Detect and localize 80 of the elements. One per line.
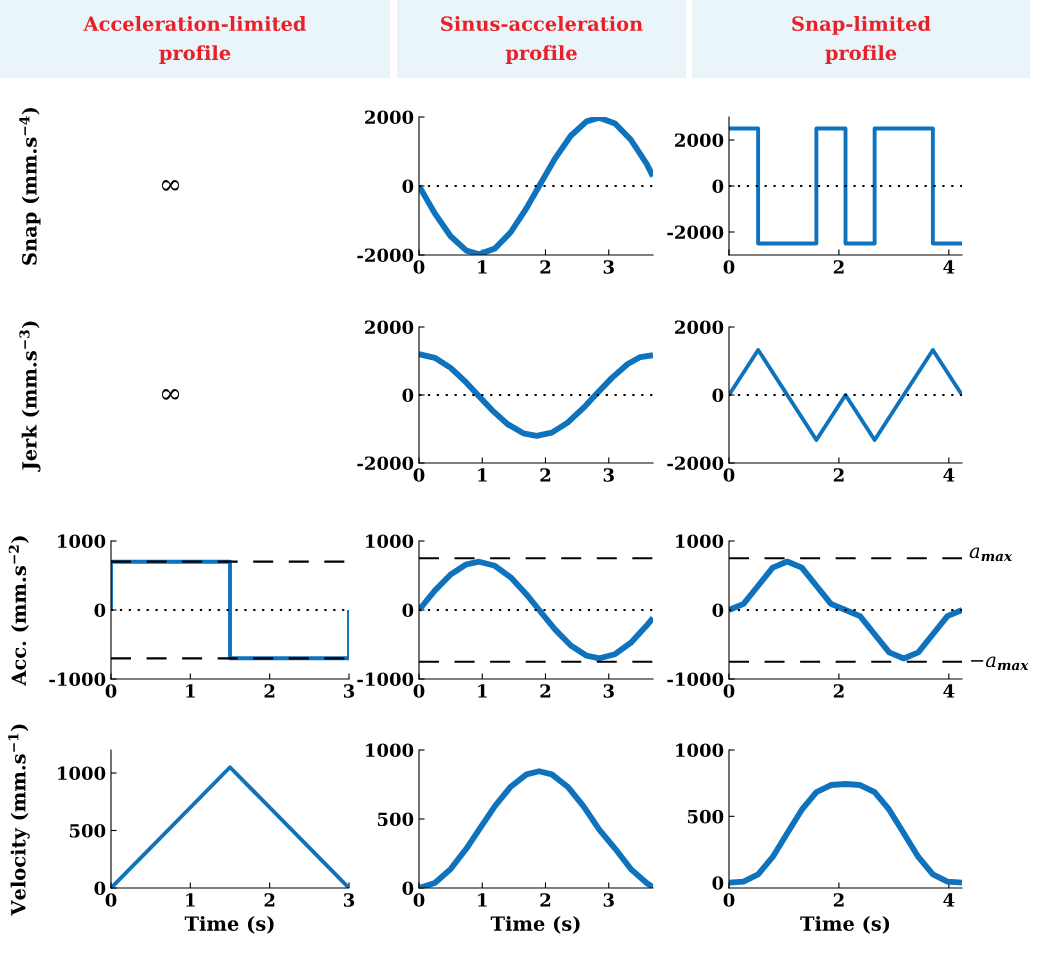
x-tick-label: 2: [833, 468, 844, 482]
x-tick-label: 1: [478, 468, 487, 482]
x-tick-label: 2: [833, 893, 844, 907]
y-tick-label: 1000: [676, 743, 724, 758]
y-tick-label: 2000: [365, 110, 414, 125]
y-tick-label: -2000: [357, 456, 414, 471]
x-tick-label: 2: [264, 893, 275, 907]
x-tick-label: 0: [723, 260, 735, 274]
x-axis-title: Time (s): [800, 915, 890, 934]
x-tick-label: 1: [186, 893, 195, 907]
x-axis-title: Time (s): [184, 915, 274, 934]
y-tick-label: 0: [402, 603, 414, 618]
y-tick-label: 2000: [675, 133, 724, 148]
x-tick-label: 2: [264, 684, 275, 698]
y-tick-label: 0: [402, 179, 414, 194]
x-tick-label: 3: [603, 468, 614, 482]
x-tick-label: 4: [943, 468, 955, 482]
x-tick-label: 0: [413, 893, 425, 907]
y-tick-label: 1000: [676, 534, 724, 549]
y-tick-label: 1000: [58, 766, 106, 781]
y-tick-label: 500: [377, 812, 414, 827]
x-tick-label: 0: [413, 468, 425, 482]
y-tick-label: 2000: [365, 320, 414, 335]
y-tick-label: 0: [402, 881, 414, 896]
x-tick-label: 0: [105, 684, 117, 698]
x-axis-title: Time (s): [490, 915, 580, 934]
y-tick-label: 0: [94, 603, 106, 618]
x-tick-label: 2: [540, 468, 551, 482]
x-tick-label: 4: [943, 893, 955, 907]
y-tick-label: 1000: [366, 743, 414, 758]
x-tick-label: 0: [413, 684, 425, 698]
y-axis-title: Velocity (mm.s$^{−1}$): [8, 724, 30, 916]
x-tick-label: 0: [723, 684, 735, 698]
x-tick-label: 1: [478, 684, 487, 698]
chart-title: Sinus-acceleration profile: [441, 16, 643, 64]
y-tick-label: 0: [712, 388, 724, 403]
x-tick-label: 2: [540, 260, 551, 274]
x-tick-label: 3: [343, 893, 355, 907]
x-tick-label: 1: [186, 684, 195, 698]
x-tick-label: 2: [833, 684, 844, 698]
text: ∞: [161, 180, 180, 191]
y-tick-label: 0: [712, 603, 724, 618]
y-tick-label: 500: [687, 809, 724, 824]
y-tick-label: -2000: [667, 456, 724, 471]
y-tick-label: 0: [402, 388, 414, 403]
text: ∞: [161, 389, 180, 400]
x-tick-label: 3: [603, 260, 614, 274]
x-tick-label: 1: [478, 260, 487, 274]
x-tick-label: 3: [343, 684, 355, 698]
ref-line-label: a$_{max}$: [969, 547, 1013, 562]
text: Jerk (mm.s$^{−3}$): [19, 321, 41, 472]
y-tick-label: -1000: [357, 672, 414, 687]
text: Acceleration-limited profile: [83, 16, 307, 64]
ref-line-label: −a$_{max}$: [971, 656, 1029, 671]
chart-title: Snap-limited profile: [792, 16, 931, 64]
y-tick-label: -1000: [667, 672, 724, 687]
y-tick-label: 1000: [366, 534, 414, 549]
y-tick-label: 0: [712, 876, 724, 890]
y-axis-title: Acc. (mm.s$^{−2}$): [8, 536, 29, 686]
y-tick-label: -2000: [667, 225, 724, 240]
x-tick-label: 2: [833, 260, 844, 274]
x-tick-label: 0: [413, 260, 425, 274]
x-tick-label: 4: [943, 684, 955, 698]
y-tick-label: -2000: [357, 248, 414, 263]
x-tick-label: 2: [540, 684, 551, 698]
x-tick-label: 3: [603, 684, 614, 698]
y-tick-label: -1000: [49, 672, 106, 687]
x-tick-label: 0: [105, 893, 117, 907]
y-tick-label: 500: [69, 823, 106, 838]
y-tick-label: 2000: [675, 320, 724, 335]
x-tick-label: 0: [723, 893, 735, 907]
x-tick-label: 4: [943, 260, 955, 274]
text: Snap (mm.s$^{−4}$): [19, 107, 41, 265]
x-tick-label: 3: [603, 893, 614, 907]
y-tick-label: 0: [94, 881, 106, 896]
y-tick-label: 1000: [58, 534, 106, 549]
x-tick-label: 2: [540, 893, 551, 907]
y-tick-label: 0: [712, 179, 724, 194]
x-tick-label: 0: [723, 468, 735, 482]
x-tick-label: 1: [478, 893, 487, 907]
